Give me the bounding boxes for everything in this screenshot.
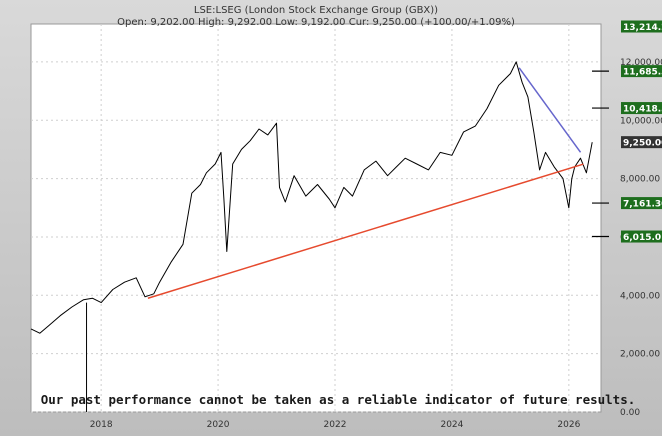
target-badge — [621, 197, 662, 210]
x-tick-label: 2026 — [557, 420, 580, 430]
price-series-line — [30, 61, 593, 334]
y-tick-label: 2,000.00 — [620, 350, 660, 360]
plot-area — [30, 23, 602, 413]
y-tick-label: 10,000.00 — [620, 116, 662, 126]
y-tick-label: 8,000.00 — [620, 175, 660, 185]
target-badges: 13,214.2 11,685.3 10,418.5 9,250.00 7,161.30… — [621, 20, 662, 243]
target-badge — [621, 230, 662, 243]
target-marker-layer — [592, 70, 609, 238]
chart-subtitle: Open: 9,202.00 High: 9,292.00 Low: 9,192… — [117, 17, 515, 28]
resistance-trendline — [518, 67, 582, 153]
y-tick-label: 12,000.00 — [620, 58, 662, 68]
x-tick-label: 2018 — [90, 420, 113, 430]
series-layer — [30, 61, 593, 334]
x-axis-labels: 2018 2020 2022 2024 2026 — [90, 420, 581, 430]
target-badge-label: 10,418.5 — [623, 105, 662, 115]
target-badge-label: 9,250.00 — [623, 139, 662, 149]
grid-layer — [31, 24, 601, 413]
disclaimer: Our past performance cannot be taken as … — [41, 392, 636, 407]
target-badge-label: 13,214.2 — [623, 23, 662, 33]
y-tick-label: 0.00 — [620, 408, 640, 418]
chart-title: LSE:LSEG (London Stock Exchange Group (G… — [194, 5, 438, 16]
target-badge-label: 7,161.30 — [623, 200, 662, 210]
trendline-layer — [147, 67, 584, 299]
target-badge — [621, 20, 662, 33]
target-badge — [621, 136, 662, 149]
x-tick-label: 2020 — [207, 420, 230, 430]
target-badge — [621, 65, 662, 78]
x-tick-label: 2022 — [324, 420, 347, 430]
target-badge-label: 6,015.01 — [623, 233, 662, 243]
support-trendline — [147, 163, 584, 299]
target-badge-label: 11,685.3 — [623, 68, 662, 78]
x-tick-label: 2024 — [440, 420, 463, 430]
y-tick-label: 4,000.00 — [620, 291, 660, 301]
target-badge — [621, 102, 662, 115]
